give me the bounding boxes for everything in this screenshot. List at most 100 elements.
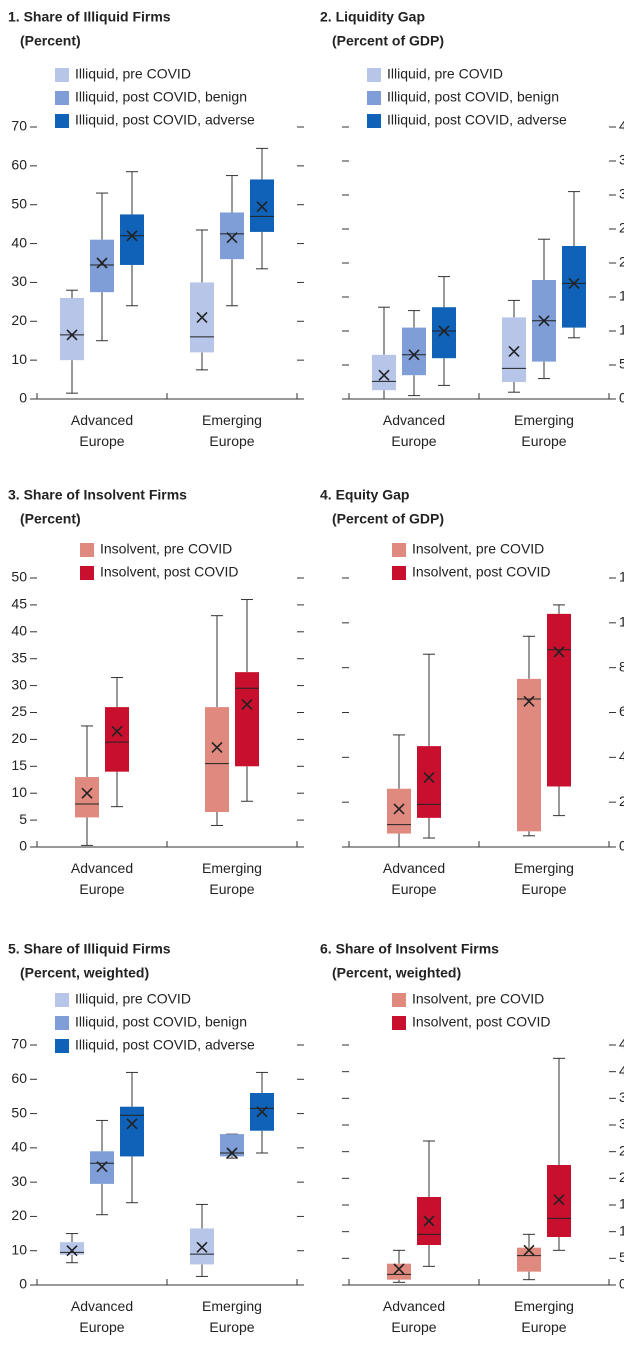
panel-subtitle: (Percent of GDP) <box>332 33 444 49</box>
y-tick-label: 70 <box>11 1036 27 1052</box>
legend-label: Illiquid, post COVID, benign <box>387 89 559 105</box>
x-tick-label: Advanced Europe <box>382 412 446 449</box>
legend-swatch <box>55 114 69 128</box>
mean-marker <box>508 345 520 357</box>
y-tick-label: 2 <box>619 793 624 809</box>
y-tick-label: 20 <box>11 312 27 328</box>
y-tick-label: 50 <box>11 569 27 585</box>
legend-label: Insolvent, post COVID <box>412 1014 551 1030</box>
x-tick-label: Emerging Europe <box>202 412 262 449</box>
mean-marker <box>393 1263 405 1275</box>
legend-label: Insolvent, pre COVID <box>100 541 232 557</box>
x-tick-label: Advanced Europe <box>382 860 446 897</box>
box <box>417 746 441 818</box>
legend-swatch <box>55 1016 69 1030</box>
mean-marker <box>96 1161 108 1173</box>
y-tick-label: 20 <box>11 730 27 746</box>
y-tick-label: 4 <box>619 748 624 764</box>
y-tick-label: 40 <box>11 623 27 639</box>
y-tick-label: 60 <box>11 157 27 173</box>
box <box>517 678 541 832</box>
legend-label: Insolvent, pre COVID <box>412 541 544 557</box>
legend-label: Illiquid, pre COVID <box>75 66 191 82</box>
legend-label: Illiquid, post COVID, benign <box>75 89 247 105</box>
box <box>105 707 129 772</box>
box <box>372 354 396 391</box>
y-tick-label: 15 <box>619 288 624 304</box>
y-tick-label: 25 <box>619 220 624 236</box>
y-tick-label: 8 <box>619 658 624 674</box>
y-tick-label: 0 <box>19 838 27 854</box>
y-tick-label: 50 <box>11 1104 27 1120</box>
y-tick-label: 10 <box>11 784 27 800</box>
legend-swatch <box>392 566 406 580</box>
legend-label: Insolvent, post COVID <box>100 564 239 580</box>
y-tick-label: 40 <box>11 1139 27 1155</box>
mean-marker <box>568 277 580 289</box>
y-tick-label: 45 <box>11 596 27 612</box>
y-tick-label: 40 <box>11 234 27 250</box>
y-tick-label: 10 <box>619 322 624 338</box>
y-tick-label: 0 <box>619 1276 624 1292</box>
box <box>60 297 84 361</box>
y-tick-label: 0 <box>619 390 624 406</box>
panel-title: 3. Share of Insolvent Firms <box>8 487 187 503</box>
box <box>502 317 526 382</box>
x-tick-label: Emerging Europe <box>514 860 574 897</box>
mean-marker <box>553 646 565 658</box>
y-tick-label: 30 <box>11 676 27 692</box>
panel-subtitle: (Percent) <box>20 33 81 49</box>
mean-marker <box>241 698 253 710</box>
box <box>120 1106 144 1157</box>
mean-marker <box>96 257 108 269</box>
y-tick-label: 5 <box>619 1249 624 1265</box>
legend-label: Insolvent, pre COVID <box>412 991 544 1007</box>
mean-marker <box>111 725 123 737</box>
legend-swatch <box>367 91 381 105</box>
box <box>75 777 99 818</box>
legend-swatch <box>392 543 406 557</box>
mean-marker <box>226 232 238 244</box>
box <box>562 246 586 328</box>
y-tick-label: 0 <box>19 390 27 406</box>
y-tick-label: 15 <box>619 1196 624 1212</box>
box <box>547 1165 571 1237</box>
y-tick-label: 12 <box>619 569 624 585</box>
x-tick-label: Emerging Europe <box>202 1298 262 1335</box>
panel-title: 5. Share of Illiquid Firms <box>8 941 171 957</box>
box <box>205 707 229 813</box>
box <box>120 214 144 265</box>
panel-subtitle: (Percent) <box>20 511 81 527</box>
panel-subtitle: (Percent, weighted) <box>332 965 461 981</box>
box <box>517 1247 541 1272</box>
y-tick-label: 35 <box>619 152 624 168</box>
panel-title: 4. Equity Gap <box>320 487 409 503</box>
mean-marker <box>408 349 420 361</box>
box <box>220 212 244 260</box>
legend-swatch <box>367 68 381 82</box>
legend-label: Illiquid, post COVID, benign <box>75 1014 247 1030</box>
mean-marker <box>66 1245 78 1257</box>
mean-marker <box>423 771 435 784</box>
y-tick-label: 6 <box>619 703 624 719</box>
legend-label: Illiquid, post COVID, adverse <box>75 112 255 128</box>
mean-marker <box>553 1194 565 1206</box>
mean-marker <box>523 695 535 707</box>
legend-swatch <box>392 1016 406 1030</box>
y-tick-label: 15 <box>11 757 27 773</box>
mean-marker <box>66 329 78 341</box>
x-tick-label: Advanced Europe <box>70 860 134 897</box>
y-tick-label: 30 <box>11 1173 27 1189</box>
x-tick-label: Advanced Europe <box>70 1298 134 1335</box>
y-tick-label: 35 <box>11 649 27 665</box>
mean-marker <box>393 803 405 815</box>
y-tick-label: 70 <box>11 118 27 134</box>
legend-swatch <box>80 566 94 580</box>
y-tick-label: 25 <box>11 703 27 719</box>
box <box>220 1134 244 1157</box>
panel-title: 2. Liquidity Gap <box>320 9 425 25</box>
y-tick-label: 20 <box>619 1169 624 1185</box>
y-tick-label: 10 <box>11 1241 27 1257</box>
